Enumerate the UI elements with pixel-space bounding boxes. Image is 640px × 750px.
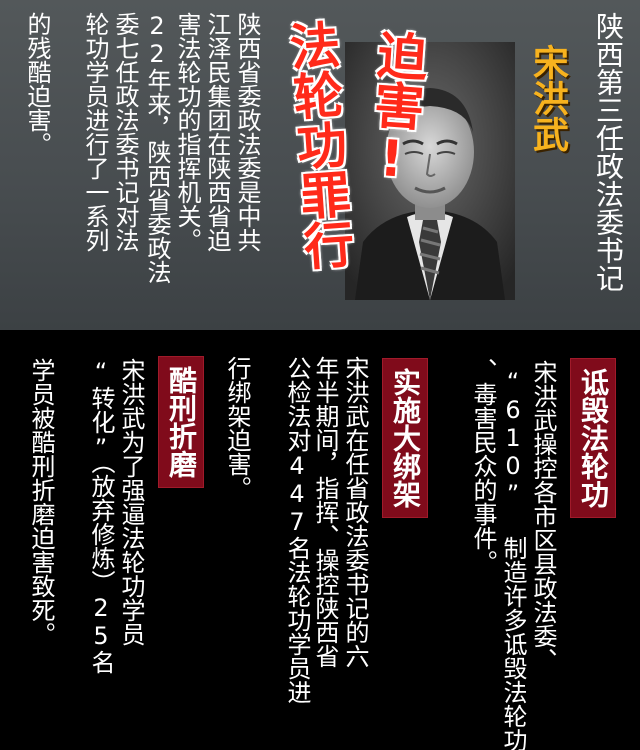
headline-persecution: 迫害! bbox=[360, 28, 430, 190]
section-line: “转化”（放弃修炼）25名 bbox=[87, 358, 115, 674]
intro-line: 害法轮功的指挥机关。 bbox=[173, 12, 201, 252]
section-tag-torture: 酷刑折磨 bbox=[158, 356, 204, 488]
intro-line: 江泽民集团在陕西省迫 bbox=[203, 12, 231, 252]
intro-line: 轮功学员进行了一系列 bbox=[81, 12, 109, 252]
person-name: 宋洪武 bbox=[527, 44, 568, 152]
section-line: 、毒害民众的事件。 bbox=[469, 358, 497, 574]
top-panel bbox=[0, 0, 640, 330]
intro-line: 委七任政法委书记对法 bbox=[111, 12, 139, 252]
section-line: 公检法对447名法轮功学员进 bbox=[283, 356, 311, 704]
intro-line: 陕西省委政法委是中共 bbox=[233, 12, 261, 252]
portrait-photo bbox=[345, 42, 515, 300]
section-line: “610” 制造许多诋毁法轮功 bbox=[499, 368, 527, 750]
section-line: 宋洪武在任省政法委书记的六 bbox=[341, 356, 369, 668]
section-line: 学员被酷刑折磨迫害致死。 bbox=[27, 358, 55, 646]
section-line: 年半期间，指挥、操控陕西省 bbox=[311, 356, 339, 668]
section-line: 行绑架迫害。 bbox=[223, 356, 251, 500]
section-line: 宋洪武为了强逼法轮功学员 bbox=[117, 358, 145, 646]
intro-line: 的残酷迫害。 bbox=[23, 12, 51, 156]
page-title: 陕西第三任政法委书记 bbox=[592, 12, 625, 292]
bottom-panel bbox=[0, 330, 640, 750]
section-line: 宋洪武操控各市区县政法委、 bbox=[529, 360, 557, 672]
section-tag-slander: 诋毁法轮功 bbox=[570, 358, 616, 518]
section-tag-abduction: 实施大绑架 bbox=[382, 358, 428, 518]
intro-line: 22年来，陕西省委政法 bbox=[143, 12, 171, 284]
